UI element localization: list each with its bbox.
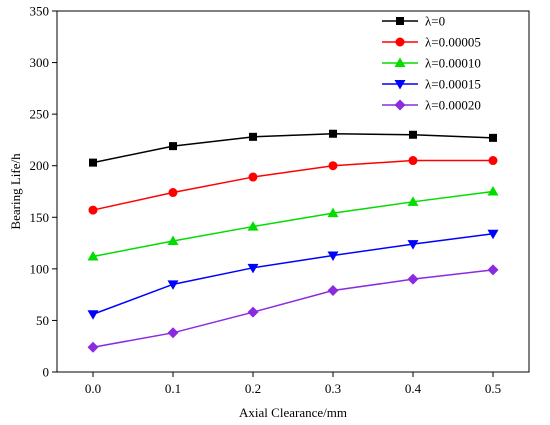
data-point	[407, 240, 419, 250]
data-point	[167, 235, 179, 246]
data-point	[407, 196, 419, 206]
legend-item: λ=0.00015	[382, 77, 481, 92]
data-point	[167, 327, 179, 339]
data-point	[327, 251, 339, 261]
data-point	[489, 133, 497, 142]
series-3	[87, 229, 499, 320]
series-layer	[87, 129, 499, 353]
legend-marker	[394, 57, 406, 67]
data-point	[87, 341, 99, 353]
legend-marker	[396, 17, 404, 25]
series-2	[87, 186, 499, 261]
legend-item: λ=0	[382, 14, 445, 29]
series-line	[92, 190, 494, 258]
data-point	[487, 186, 499, 196]
data-point	[487, 229, 499, 240]
legend-label: λ=0.00005	[425, 35, 481, 50]
data-point	[327, 207, 339, 218]
x-tick-label: 0.2	[245, 381, 261, 396]
data-point	[247, 306, 259, 318]
data-point	[169, 142, 177, 151]
series-4	[87, 264, 499, 353]
legend-item: λ=0.00005	[382, 35, 481, 50]
x-tick-label: 0.0	[85, 381, 101, 396]
y-axis-title: Bearing Life/h	[8, 153, 23, 230]
legend: λ=0 λ=0.00005 λ=0.00010 λ=0.00015 λ=0.00020	[382, 14, 481, 113]
legend-label: λ=0	[425, 14, 445, 29]
series-1	[88, 156, 498, 215]
y-tick-label: 50	[36, 313, 49, 328]
data-point	[167, 280, 179, 290]
data-point	[168, 188, 178, 198]
data-point	[88, 205, 98, 215]
legend-item: λ=0.00010	[382, 56, 481, 71]
legend-label: λ=0.00010	[425, 56, 481, 71]
axes: 0 50 100 150 200 250 300 350 0.0 0.1 0.2 0.3 0.4 0.5	[30, 4, 530, 396]
data-point	[327, 285, 339, 297]
data-point	[89, 158, 97, 167]
x-axis-title: Axial Clearance/mm	[239, 405, 347, 420]
y-tick-label: 0	[43, 365, 50, 380]
data-point	[247, 263, 259, 274]
data-point	[87, 250, 99, 261]
series-line	[92, 132, 494, 164]
y-tick-label: 150	[30, 210, 50, 225]
x-tick-label: 0.5	[485, 381, 501, 396]
y-tick-label: 300	[30, 55, 50, 70]
y-tick-label: 350	[30, 4, 50, 19]
series-0	[89, 129, 497, 167]
y-tick-label: 200	[30, 158, 50, 173]
y-tick-label: 250	[30, 107, 50, 122]
y-tick-label: 100	[30, 261, 50, 276]
data-point	[329, 129, 337, 138]
data-point	[408, 156, 418, 166]
data-point	[407, 273, 419, 285]
plot-frame	[56, 10, 530, 373]
data-point	[248, 172, 258, 182]
legend-marker	[394, 99, 406, 111]
data-point	[247, 221, 259, 231]
data-point	[409, 130, 417, 139]
x-tick-label: 0.4	[405, 381, 422, 396]
legend-item: λ=0.00020	[382, 98, 481, 113]
data-point	[488, 156, 498, 166]
legend-label: λ=0.00020	[425, 98, 481, 113]
data-point	[249, 132, 257, 141]
x-tick-label: 0.1	[165, 381, 181, 396]
data-point	[328, 161, 338, 171]
x-tick-label: 0.3	[325, 381, 341, 396]
legend-marker	[394, 80, 406, 90]
series-line	[92, 233, 494, 315]
data-point	[487, 264, 499, 276]
data-point	[87, 310, 99, 320]
legend-marker	[395, 37, 405, 47]
series-line	[92, 269, 494, 348]
series-line	[92, 159, 493, 211]
legend-label: λ=0.00015	[425, 77, 481, 92]
